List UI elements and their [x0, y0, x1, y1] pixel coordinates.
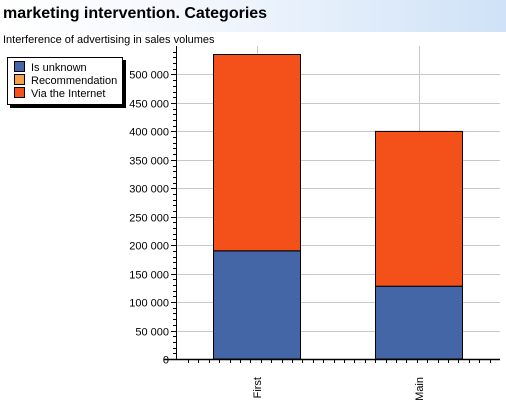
legend-label-via-internet: Via the Internet [31, 88, 106, 100]
bar-first-is-unknown [213, 250, 301, 360]
y-tick-label-2: 100 000 [129, 298, 169, 310]
y-tick-label-8: 400 000 [129, 127, 169, 139]
chart-title: marketing intervention. Categories [3, 5, 268, 22]
y-tick-label-4: 200 000 [129, 241, 169, 253]
legend-swatch-via-internet [14, 87, 25, 98]
legend-item-is-unknown: Is unknown [14, 61, 87, 74]
y-tick-label-6: 300 000 [129, 184, 169, 196]
bar-main-is-unknown [375, 285, 463, 360]
bar-first-via-the-internet [213, 54, 301, 252]
y-tick-label-7: 350 000 [129, 156, 169, 168]
y-tick-label-5: 250 000 [129, 213, 169, 225]
legend-label-recommendation: Recommendation [31, 75, 118, 87]
chart-header: marketing intervention. Categories [0, 0, 506, 32]
y-tick-label-9: 450 000 [129, 99, 169, 111]
legend-item-recommendation: Recommendation [14, 74, 117, 87]
legend-swatch-is-unknown [14, 61, 25, 72]
legend: Is unknown Recommendation Via the Intern… [7, 57, 123, 105]
legend-swatch-recommendation [14, 74, 25, 85]
y-tick-label-0: 0 [163, 355, 169, 367]
chart-subtitle: Interference of advertising in sales vol… [3, 34, 215, 46]
legend-item-via-internet: Via the Internet [14, 87, 105, 100]
y-tick-label-10: 500 000 [129, 70, 169, 82]
x-tick-label-main: Main [414, 377, 426, 401]
legend-label-is-unknown: Is unknown [31, 62, 87, 74]
bar-main-via-the-internet [375, 130, 463, 287]
x-tick-label-first: First [252, 377, 264, 398]
y-tick-label-1: 50 000 [135, 327, 169, 339]
y-tick-label-3: 150 000 [129, 270, 169, 282]
